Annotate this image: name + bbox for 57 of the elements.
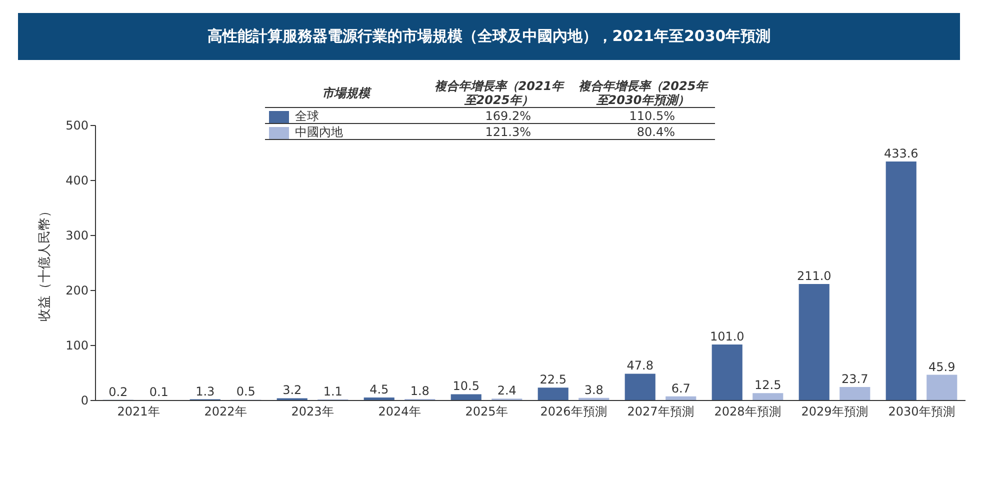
y-axis-title: 收益（十億人民幣） (38, 204, 53, 322)
x-tick-label: 2023年 (291, 404, 334, 418)
data-label: 2.4 (497, 384, 516, 398)
x-tick-label: 2030年預測 (888, 404, 955, 418)
x-tick-label: 2024年 (378, 404, 421, 418)
y-tick-label: 200 (66, 284, 88, 298)
x-tick-label: 2021年 (117, 404, 160, 418)
bar (926, 374, 958, 400)
bar (840, 386, 870, 400)
bar (712, 344, 742, 400)
text: 市場規模 (321, 85, 373, 102)
data-label: 3.2 (282, 383, 302, 398)
legend-label: 全球 (294, 108, 320, 124)
x-tick-label: 2029年預測 (801, 404, 868, 418)
data-label: 12.5 (754, 378, 782, 392)
data-label: 10.5 (452, 379, 480, 394)
data-label: 1.1 (323, 384, 342, 398)
data-label: 433.6 (884, 146, 918, 161)
x-tick-label: 2027年預測 (627, 404, 694, 418)
bar (538, 388, 568, 400)
data-label: 4.5 (370, 382, 389, 397)
data-label: 6.7 (671, 381, 690, 396)
annotation: 121.3% (484, 124, 532, 140)
data-label: 1.8 (410, 384, 430, 398)
data-label: 45.9 (928, 360, 956, 374)
bar (450, 394, 482, 400)
data-label: 101.0 (710, 329, 744, 344)
text: 複合年增長率（2021年至2025年） (433, 78, 566, 108)
bar (798, 284, 830, 400)
y-tick-label: 100 (66, 338, 88, 352)
data-label: 0.2 (108, 384, 128, 399)
text: 110.5% (628, 108, 676, 124)
data-label: 211.0 (796, 268, 832, 283)
bar (624, 374, 656, 400)
bar (666, 396, 696, 400)
annotation: 80.4% (636, 124, 676, 140)
x-tick-label: 2022年 (204, 404, 247, 418)
x-tick-label: 2025年 (465, 404, 508, 418)
x-tick-label: 2026年預測 (540, 404, 607, 418)
text: 複合年增長率（2025年至2030年預測） (577, 78, 710, 108)
y-tick-label: 500 (66, 118, 88, 132)
data-label: 22.5 (540, 372, 566, 387)
x-tick-label: 2028年預測 (714, 404, 781, 418)
chart-title: 高性能計算服務器電源行業的市場規模（全球及中國內地），2021年至2030年預測 (18, 13, 960, 60)
text: 169.2% (484, 108, 532, 124)
data-label: 23.7 (842, 372, 868, 386)
y-tick-label: 0 (80, 394, 88, 408)
bar (752, 393, 784, 400)
data-label: 0.1 (149, 384, 168, 399)
legend-label: 中國內地 (294, 124, 344, 140)
data-label: 47.8 (626, 358, 654, 373)
bar (886, 162, 916, 400)
data-label: 0.5 (236, 384, 256, 399)
y-tick-label: 400 (66, 174, 88, 188)
data-label: 3.8 (584, 382, 604, 397)
data-label: 1.3 (196, 384, 215, 398)
y-tick-label: 300 (66, 228, 88, 242)
